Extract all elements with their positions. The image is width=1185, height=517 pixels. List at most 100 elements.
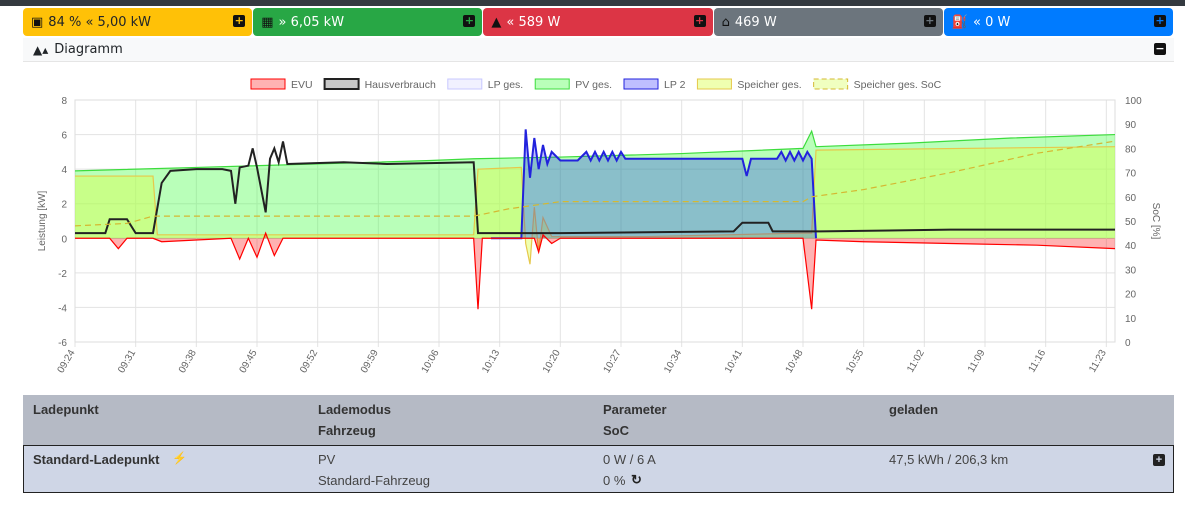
x-tick-label: 09:59 (359, 348, 381, 376)
x-tick-label: 10:27 (602, 348, 624, 376)
x-tick-label: 11:09 (966, 348, 988, 375)
y2-tick-label: 40 (1125, 241, 1137, 252)
y-tick-label: 8 (61, 96, 67, 107)
legend-label-evu: EVU (291, 79, 313, 91)
y2-tick-label: 20 (1125, 290, 1137, 301)
expand-icon[interactable]: + (693, 14, 706, 27)
expand-icon[interactable]: + (923, 14, 936, 27)
charge-point-name: Standard-Ladepunkt (33, 452, 160, 467)
x-tick-label: 10:41 (723, 348, 745, 376)
header-ladepunkt: Ladepunkt (33, 402, 99, 417)
area-chart-icon: ▲▴ (33, 42, 49, 57)
x-tick-label: 09:31 (116, 348, 138, 376)
expand-icon[interactable]: + (1153, 454, 1165, 466)
diagram-title: Diagramm (54, 42, 123, 57)
y2-tick-label: 90 (1125, 120, 1137, 131)
vehicle-soc: 0 % (603, 473, 626, 488)
x-tick-label: 09:45 (238, 348, 260, 376)
legend-swatch-speicher-ges (696, 78, 732, 90)
legend-swatch-pv-ges (534, 78, 570, 90)
y-tick-label: 4 (61, 165, 67, 176)
series-line-lp-2 (491, 129, 817, 240)
y2-tick-label: 70 (1125, 169, 1137, 180)
charge-point-table: Ladepunkt Lademodus Fahrzeug Parameter S… (23, 395, 1174, 493)
charge-mode[interactable]: PV (318, 452, 336, 467)
legend-label-lp-ges: LP ges. (488, 79, 523, 91)
y2-axis-label: SoC [%] (1150, 203, 1161, 240)
legend-label-hausverbrauch: Hausverbrauch (365, 79, 436, 91)
legend-label-lp-2: LP 2 (664, 79, 686, 91)
y-tick-label: -6 (58, 338, 67, 349)
x-tick-label: 10:34 (662, 348, 684, 376)
x-tick-label: 10:06 (420, 348, 442, 376)
solar-panel-icon: ▦ (261, 14, 274, 30)
x-tick-label: 10:20 (541, 348, 563, 376)
series-area-lp-2 (491, 129, 816, 239)
x-tick-label: 10:13 (480, 348, 502, 376)
series-line-hausverbrauch (75, 141, 1115, 235)
x-tick-label: 09:52 (298, 348, 320, 376)
x-tick-label: 11:16 (1027, 348, 1049, 375)
x-tick-label: 10:55 (844, 348, 866, 376)
header-parameter: Parameter (603, 402, 667, 417)
x-tick-label: 09:24 (56, 348, 78, 376)
series-area-evu (75, 233, 1115, 310)
x-tick-label: 11:23 (1087, 348, 1109, 375)
refresh-icon[interactable]: ↻ (631, 472, 642, 487)
card-value: » 6,05 kW (278, 14, 345, 30)
legend-swatch-hausverbrauch (323, 78, 360, 90)
legend-label-pv-ges: PV ges. (575, 79, 612, 91)
header-lademodus: Lademodus (318, 402, 391, 417)
card-battery[interactable]: ▣ 84 % « 5,00 kW + (23, 8, 253, 36)
y2-tick-label: 10 (1125, 314, 1137, 325)
plug-icon: ⚡ (172, 451, 187, 465)
y2-tick-label: 50 (1125, 217, 1137, 228)
y-axis-label: Leistung [kW] (37, 190, 48, 251)
y-tick-label: 0 (61, 234, 67, 245)
legend-label-speicher-ges-soc: Speicher ges. SoC (854, 79, 942, 91)
y-tick-label: 2 (61, 200, 67, 211)
x-tick-label: 11:02 (905, 348, 927, 375)
card-value: 84 % « 5,00 kW (48, 14, 152, 30)
home-icon: ⌂ (721, 14, 730, 30)
collapse-icon[interactable]: − (1154, 42, 1166, 55)
legend-swatch-evu (250, 78, 286, 90)
card-value: « 0 W (973, 14, 1011, 30)
legend-label-speicher-ges: Speicher ges. (737, 79, 801, 91)
diagram-header[interactable]: ▲▴ Diagramm − (23, 38, 1174, 62)
y2-tick-label: 100 (1125, 96, 1142, 107)
expand-icon[interactable]: + (463, 14, 476, 27)
series-line-evu (75, 231, 1116, 310)
header-soc: SoC (603, 423, 629, 438)
top-navbar (0, 0, 1185, 6)
y-tick-label: -4 (58, 303, 67, 314)
card-house[interactable]: ⌂ 469 W + (713, 8, 943, 36)
charging-station-icon: ⛽ (951, 14, 968, 30)
y2-tick-label: 0 (1125, 338, 1131, 349)
expand-icon[interactable]: + (1154, 14, 1167, 27)
x-tick-label: 09:38 (177, 348, 199, 376)
legend-swatch-lp-ges (447, 78, 483, 90)
charge-parameter: 0 W / 6 A (603, 452, 656, 467)
y2-tick-label: 80 (1125, 144, 1137, 155)
card-grid[interactable]: ▲ « 589 W + (483, 8, 713, 36)
plot-frame (74, 99, 1116, 343)
card-value: « 589 W (506, 14, 561, 30)
vehicle-name: Standard-Fahrzeug (318, 473, 431, 488)
series-line-speicher-ges-soc (74, 140, 1116, 227)
card-charge[interactable]: ⛽ « 0 W + (943, 8, 1174, 36)
card-pv[interactable]: ▦» 6,05 kW + (253, 8, 483, 36)
car-battery-icon: ▣ (31, 14, 44, 30)
x-tick-label: 10:48 (784, 348, 806, 376)
power-pylon-icon: ▲ (491, 14, 502, 30)
series-line-speicher-ges (75, 146, 1116, 265)
table-header: Ladepunkt Lademodus Fahrzeug Parameter S… (23, 395, 1174, 445)
legend-swatch-lp-2 (623, 78, 659, 90)
card-value: 469 W (734, 14, 777, 30)
charged-energy: 47,5 kWh / 206,3 km (889, 452, 1009, 467)
table-row[interactable]: Standard-Ladepunkt ⚡ PV Standard-Fahrzeu… (23, 445, 1174, 493)
series-area-pv-ges (75, 131, 1115, 239)
legend-swatch-speicher-ges-soc (813, 78, 849, 90)
expand-icon[interactable]: + (233, 14, 246, 27)
